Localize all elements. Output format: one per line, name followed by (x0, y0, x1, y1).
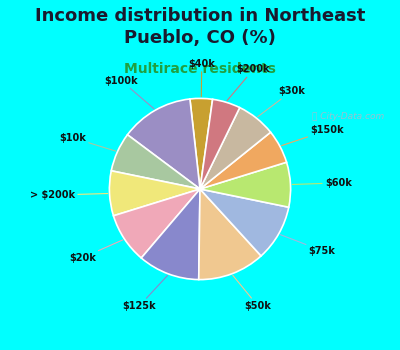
Text: $100k: $100k (104, 76, 154, 109)
Wedge shape (114, 189, 200, 258)
Text: Multirace residents: Multirace residents (124, 62, 276, 76)
Text: $20k: $20k (69, 240, 123, 263)
Wedge shape (200, 162, 290, 207)
Wedge shape (128, 99, 200, 189)
Wedge shape (200, 189, 289, 256)
Text: > $200k: > $200k (30, 190, 108, 200)
Text: $150k: $150k (282, 125, 344, 146)
Wedge shape (111, 135, 200, 189)
Text: $125k: $125k (122, 275, 168, 311)
Text: $30k: $30k (258, 86, 305, 117)
Wedge shape (200, 132, 286, 189)
Text: ⓘ City-Data.com: ⓘ City-Data.com (312, 112, 384, 121)
Text: $75k: $75k (280, 234, 336, 256)
Wedge shape (141, 189, 200, 280)
Wedge shape (199, 189, 261, 280)
Text: $50k: $50k (233, 275, 271, 311)
Text: $60k: $60k (292, 178, 352, 188)
Text: $200k: $200k (227, 64, 270, 101)
Wedge shape (200, 99, 240, 189)
Text: $40k: $40k (188, 59, 215, 97)
Wedge shape (110, 171, 200, 216)
Wedge shape (190, 98, 213, 189)
Wedge shape (200, 107, 270, 189)
Text: $10k: $10k (59, 133, 116, 151)
Text: Income distribution in Northeast
Pueblo, CO (%): Income distribution in Northeast Pueblo,… (35, 7, 365, 48)
